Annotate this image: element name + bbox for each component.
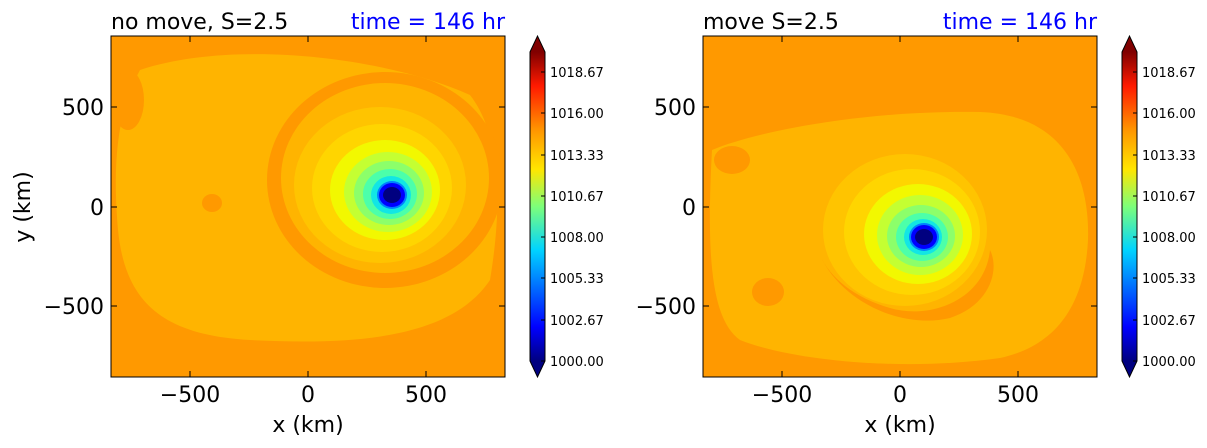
small-patch — [752, 278, 784, 306]
ticks — [111, 36, 505, 377]
colorbar-tick-label: 1008.00 — [550, 231, 604, 246]
colorbar-tick-label: 1016.00 — [550, 107, 604, 122]
colorbar-tick-label: 1013.33 — [1142, 149, 1196, 164]
x-tick-label: 0 — [893, 383, 907, 408]
colorbar-tick-label: 1010.67 — [1142, 190, 1196, 205]
contour-field-no-move — [111, 36, 505, 377]
x-tick-label: −500 — [752, 383, 812, 408]
outer-region — [111, 36, 505, 377]
outer-lobe — [112, 70, 144, 130]
colorbar-gradient — [1122, 52, 1137, 361]
ticks — [703, 36, 1097, 377]
x-tick-label: 500 — [405, 383, 447, 408]
panel-move: −500 0 500 −500 0 500 x (km) move S=2.5 … — [636, 10, 1196, 438]
colorbar-tick-label: 1016.00 — [1142, 107, 1196, 122]
y-tick-label: 0 — [90, 196, 104, 221]
colorbar-tick-label: 1010.67 — [550, 190, 604, 205]
y-tick-label: 0 — [682, 196, 696, 221]
small-patch — [714, 146, 750, 174]
panel-title: no move, S=2.5 — [111, 10, 288, 35]
eye-center — [915, 229, 933, 245]
colorbar-tick-label: 1018.67 — [550, 66, 604, 81]
colorbar-extend-min — [1122, 361, 1137, 377]
colorbar-tick-label: 1005.33 — [550, 272, 604, 287]
panel-no-move: −500 0 500 −500 0 500 x (km) y (km) no m… — [11, 10, 604, 438]
x-axis-label: x (km) — [864, 413, 935, 438]
colorbar-tick-label: 1002.67 — [1142, 314, 1196, 329]
x-tick-label: 500 — [997, 383, 1039, 408]
x-axis-label: x (km) — [272, 413, 343, 438]
y-tick-label: −500 — [44, 295, 104, 320]
y-axis-label: y (km) — [11, 171, 36, 242]
colorbar-extend-min — [530, 361, 545, 377]
colorbar-tick-label: 1000.00 — [550, 355, 604, 370]
colorbar-tick-label: 1000.00 — [1142, 355, 1196, 370]
colorbar: 1000.00 1002.67 1005.33 1008.00 1010.67 … — [529, 34, 604, 379]
colorbar-tick-label: 1002.67 — [550, 314, 604, 329]
panel-subtitle: time = 146 hr — [943, 10, 1098, 35]
y-tick-label: 500 — [62, 96, 104, 121]
colorbar-gradient — [530, 52, 545, 361]
colorbar-tick-label: 1005.33 — [1142, 272, 1196, 287]
y-tick-label: 500 — [654, 96, 696, 121]
colorbar-extend-max — [530, 36, 545, 52]
colorbar-tick-label: 1018.67 — [1142, 66, 1196, 81]
colorbar: 1000.00 1002.67 1005.33 1008.00 1010.67 … — [1121, 34, 1196, 379]
y-tick-label: −500 — [636, 295, 696, 320]
eye-center — [383, 187, 401, 203]
colorbar-tick-label: 1013.33 — [550, 149, 604, 164]
x-tick-label: 0 — [301, 383, 315, 408]
small-patch — [202, 194, 222, 212]
colorbar-extend-max — [1122, 36, 1137, 52]
colorbar-tick-label: 1008.00 — [1142, 231, 1196, 246]
x-tick-label: −500 — [160, 383, 220, 408]
contour-field-move — [703, 36, 1097, 377]
panel-subtitle: time = 146 hr — [351, 10, 506, 35]
panel-title: move S=2.5 — [703, 10, 839, 35]
